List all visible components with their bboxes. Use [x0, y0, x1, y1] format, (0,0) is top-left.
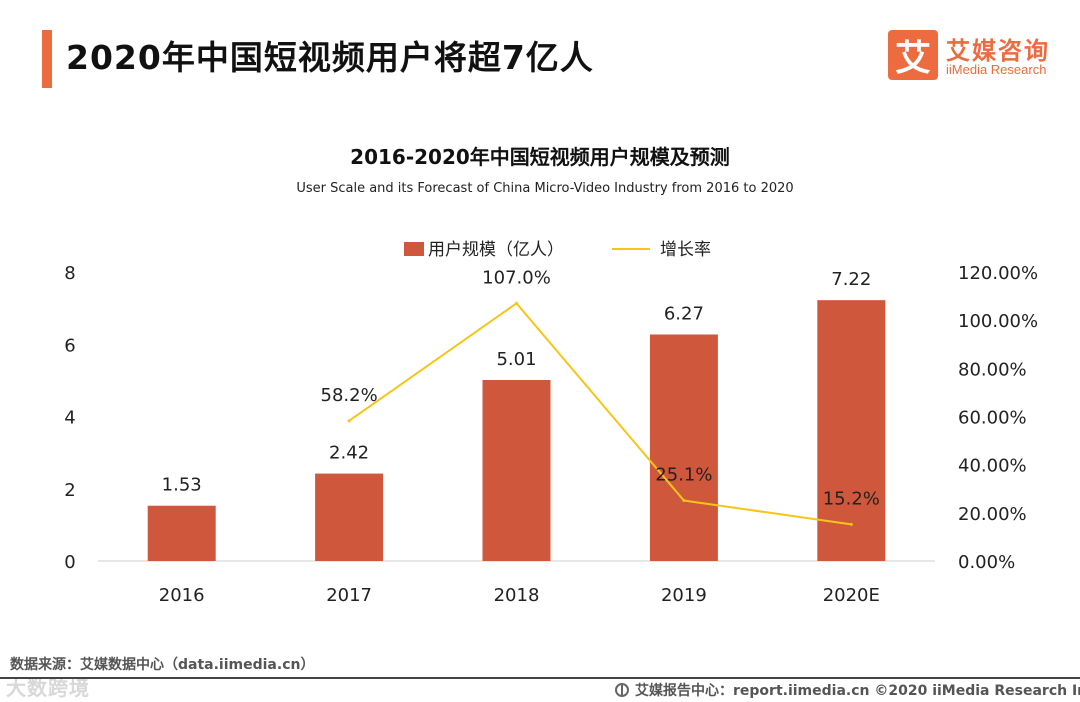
legend-swatch-bar: [404, 242, 424, 256]
growth-rate-point: [347, 419, 351, 423]
chart-title: 2016-2020年中国短视频用户规模及预测: [350, 145, 730, 169]
growth-rate-point: [515, 301, 518, 305]
bar-2019: [649, 334, 718, 561]
y-left-tick-label: 4: [64, 408, 75, 429]
source-note: 数据来源：艾媒数据中心（data.iimedia.cn）: [10, 657, 315, 673]
y-right-tick-label: 60.00%: [958, 408, 1027, 429]
title-accent-bar: [42, 30, 52, 88]
globe-icon: [615, 683, 629, 697]
iimedia-logo: 艾 艾媒咨询 iiMedia Research: [888, 30, 1068, 82]
bar-value-label: 6.27: [664, 303, 704, 324]
y-right-tick-label: 100.00%: [958, 311, 1038, 332]
y-left-tick-label: 2: [64, 480, 75, 501]
x-tick-label: 2019: [661, 585, 707, 606]
growth-rate-label: 107.0%: [482, 267, 551, 288]
footer-divider: [0, 677, 1080, 679]
y-right-tick-label: 80.00%: [958, 359, 1027, 380]
logo-mark: 艾: [888, 30, 938, 80]
bar-value-label: 7.22: [831, 269, 871, 290]
y-right-tick-label: 120.00%: [958, 263, 1038, 284]
x-tick-label: 2018: [494, 585, 540, 606]
y-right-tick-label: 40.00%: [958, 456, 1027, 477]
chart-subtitle: User Scale and its Forecast of China Mic…: [296, 181, 793, 196]
watermark: 大数跨境: [6, 676, 90, 700]
x-tick-label: 2016: [159, 585, 205, 606]
bar-value-label: 2.42: [329, 443, 369, 464]
logo-cn-text: 艾媒咨询: [946, 37, 1050, 65]
footer-text: 艾媒报告中心：report.iimedia.cn ©2020 iiMedia R…: [635, 683, 1080, 699]
logo-en-text: iiMedia Research: [946, 62, 1047, 77]
x-tick-label: 2020E: [823, 585, 880, 606]
growth-rate-label: 25.1%: [655, 465, 712, 486]
growth-rate-line: [348, 301, 852, 526]
x-tick-label: 2017: [326, 585, 372, 606]
footer: 艾媒报告中心：report.iimedia.cn ©2020 iiMedia R…: [615, 680, 1080, 700]
y-left-tick-label: 0: [64, 552, 75, 573]
growth-rate-label: 58.2%: [321, 385, 378, 406]
legend-label-bar: 用户规模（亿人）: [428, 240, 564, 260]
page-title: 2020年中国短视频用户将超7亿人: [66, 38, 594, 77]
bar-value-label: 5.01: [496, 349, 536, 370]
y-right-tick-label: 20.00%: [958, 504, 1027, 525]
y-right-tick-label: 0.00%: [958, 552, 1015, 573]
growth-rate-point: [682, 499, 686, 503]
bar-2020E: [817, 300, 886, 561]
growth-rate-point: [849, 522, 853, 526]
y-left-tick-label: 8: [64, 263, 75, 284]
bar-value-label: 1.53: [162, 475, 202, 496]
growth-rate-label: 15.2%: [823, 488, 880, 509]
y-left-tick-label: 6: [64, 335, 75, 356]
legend-label-line: 增长率: [660, 240, 711, 260]
bar-2018: [482, 380, 551, 561]
bar-2017: [315, 473, 384, 561]
bar-2016: [147, 505, 216, 561]
user-scale-chart: 2016-2020年中国短视频用户规模及预测 User Scale and its…: [64, 145, 1038, 606]
